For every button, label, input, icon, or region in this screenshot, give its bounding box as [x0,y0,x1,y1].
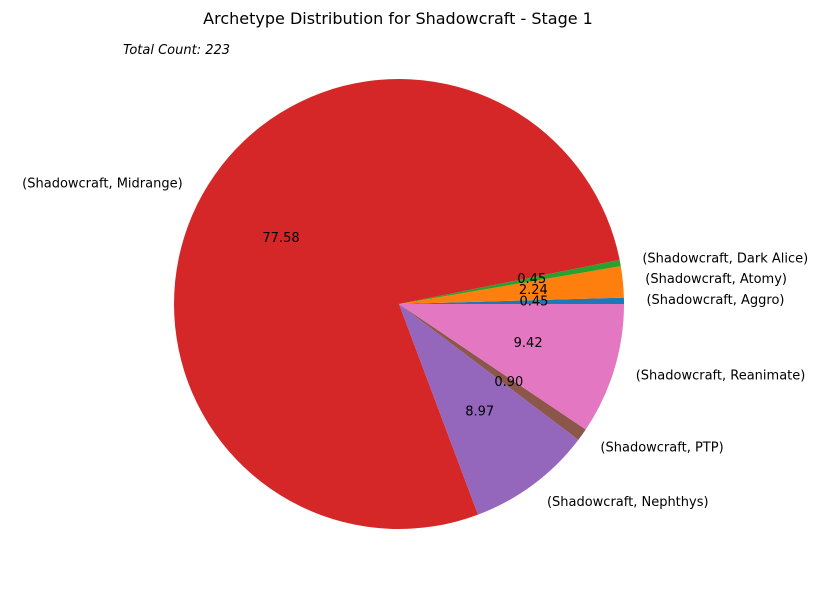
slice-category-label: (Shadowcraft, Midrange) [22,176,183,191]
slice-percent-label: 77.58 [262,231,299,246]
slice-category-label: (Shadowcraft, Aggro) [646,293,784,308]
pie-slice [399,304,624,430]
slice-category-label: (Shadowcraft, Dark Alice) [642,251,808,266]
slice-category-label: (Shadowcraft, PTP) [600,440,723,455]
pie-slice [399,259,621,304]
slice-category-label: (Shadowcraft, Atomy) [645,272,787,287]
pie-slice [399,304,579,515]
pie-slice [399,304,586,440]
chart-title: Archetype Distribution for Shadowcraft -… [203,9,593,28]
slice-percent-label: 0.45 [520,295,549,310]
pie-slice [399,297,624,304]
total-count-annotation: Total Count: 223 [123,43,230,58]
slice-percent-label: 2.24 [519,283,548,298]
percent-labels: 0.452.240.45 77.58 8.970.90 9.42 [262,231,548,420]
category-labels: (Shadowcraft, Aggro) (Shadowcraft, Atomy)… [22,176,808,510]
slice-percent-label: 0.90 [494,375,523,390]
pie-slice [399,266,624,304]
slice-category-label: (Shadowcraft, Nephthys) [547,495,709,510]
slice-percent-label: 0.45 [517,272,546,287]
slice-category-label: (Shadowcraft, Reanimate) [636,369,806,384]
slice-percent-label: 8.97 [465,405,494,420]
pie-slices [174,79,624,530]
pie-slice [174,79,620,530]
slice-percent-label: 9.42 [514,336,543,351]
